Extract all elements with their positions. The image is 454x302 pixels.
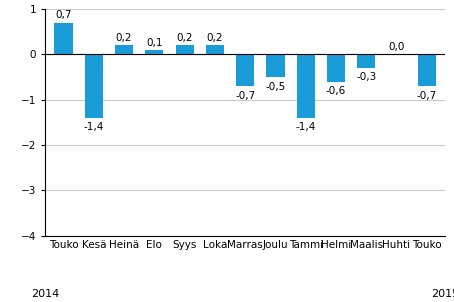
Bar [236, 54, 254, 86]
Text: -0,6: -0,6 [326, 86, 346, 96]
Text: -1,4: -1,4 [296, 122, 316, 132]
Bar [327, 54, 345, 82]
Text: 0,1: 0,1 [146, 37, 163, 47]
Bar [357, 54, 375, 68]
Bar [85, 54, 103, 118]
Text: -0,7: -0,7 [235, 91, 255, 101]
Bar [176, 45, 194, 54]
Bar [266, 54, 285, 77]
Bar [54, 23, 73, 54]
Bar [296, 54, 315, 118]
Bar [145, 50, 163, 54]
Text: -1,4: -1,4 [84, 122, 104, 132]
Text: 2014: 2014 [31, 289, 59, 299]
Text: 2015: 2015 [431, 289, 454, 299]
Bar [115, 45, 133, 54]
Text: -0,5: -0,5 [265, 82, 286, 92]
Text: 0,7: 0,7 [55, 10, 72, 21]
Text: 0,0: 0,0 [388, 42, 405, 52]
Text: 0,2: 0,2 [207, 33, 223, 43]
Bar [418, 54, 436, 86]
Text: 0,2: 0,2 [176, 33, 193, 43]
Text: -0,7: -0,7 [417, 91, 437, 101]
Text: 0,2: 0,2 [116, 33, 133, 43]
Text: -0,3: -0,3 [356, 72, 376, 82]
Bar [206, 45, 224, 54]
